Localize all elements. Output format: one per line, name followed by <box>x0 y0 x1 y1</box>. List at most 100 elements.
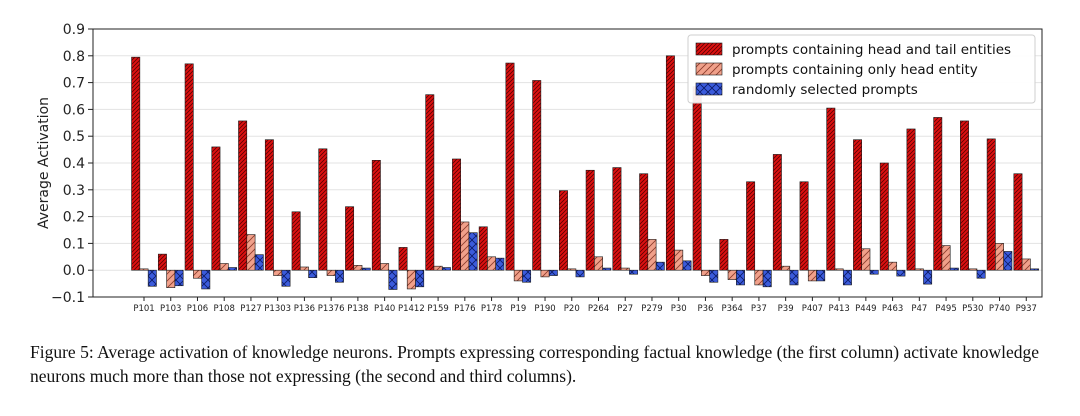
bar-P159-series-3 <box>441 267 451 271</box>
bar-P36-series-2 <box>700 269 710 276</box>
bar-P140-series-1 <box>371 160 381 271</box>
bar-P463-series-1 <box>879 162 889 271</box>
bar-P1412-series-3 <box>415 269 425 288</box>
bar-P176-series-1 <box>452 158 461 271</box>
bar-P1303-series-3 <box>281 269 291 287</box>
bar-P937-series-1 <box>1013 173 1023 271</box>
bar-P127-series-1 <box>238 120 248 271</box>
bar-P30-series-2 <box>674 249 684 271</box>
bar-P27-series-2 <box>620 267 630 271</box>
bar-P138-series-3 <box>361 267 371 271</box>
bar-P30-series-1 <box>665 55 675 271</box>
bar-P190-series-3 <box>548 269 558 276</box>
y-tick-label: 0.7 <box>63 76 85 92</box>
bar-P37-series-2 <box>754 269 764 286</box>
bar-P108-series-3 <box>228 267 237 271</box>
bar-P1376-series-3 <box>334 269 344 283</box>
bar-P103-series-2 <box>166 269 176 288</box>
bar-P1303-series-1 <box>264 139 274 271</box>
x-tick-label: P39 <box>778 304 794 314</box>
legend-label: randomly selected prompts <box>732 82 918 98</box>
x-tick-label: P20 <box>564 304 580 314</box>
x-tick-label: P136 <box>294 304 315 314</box>
bar-P127-series-3 <box>254 254 264 271</box>
x-tick-label: P413 <box>828 304 849 314</box>
bar-P364-series-2 <box>727 269 737 280</box>
x-tick-label: P138 <box>347 304 368 314</box>
bar-P19-series-2 <box>513 269 523 282</box>
x-tick-label: P740 <box>989 304 1010 314</box>
bar-P178-series-3 <box>495 257 505 271</box>
bar-P101-series-1 <box>131 56 141 271</box>
bar-P20-series-2 <box>567 268 577 271</box>
bar-P407-series-1 <box>799 181 809 271</box>
bars <box>131 55 1040 290</box>
x-tick-label: P127 <box>240 304 261 314</box>
bar-P176-series-2 <box>460 221 470 271</box>
bar-P36-series-3 <box>709 269 719 283</box>
bar-P176-series-3 <box>468 232 478 271</box>
bar-P1376-series-2 <box>326 269 336 276</box>
legend-label: prompts containing head and tail entitie… <box>732 42 1011 58</box>
x-tick-label: P1376 <box>318 304 345 314</box>
bar-P279-series-3 <box>655 261 665 271</box>
y-tick-label: 0.0 <box>63 263 85 279</box>
y-tick-label: −0.1 <box>51 290 85 306</box>
bar-P103-series-1 <box>157 253 167 271</box>
x-tick-label: P463 <box>882 304 903 314</box>
bar-P101-series-2 <box>139 268 149 271</box>
bar-P264-series-3 <box>602 267 612 271</box>
bar-P740-series-1 <box>986 138 996 271</box>
bar-P364-series-3 <box>736 269 745 286</box>
bar-P1376-series-1 <box>318 148 328 271</box>
bar-P530-series-2 <box>968 268 978 271</box>
x-tick-label: P140 <box>374 304 395 314</box>
legend-label: prompts containing only head entity <box>732 62 978 78</box>
bar-P413-series-2 <box>834 268 844 271</box>
bar-P1412-series-1 <box>398 247 408 271</box>
bar-P190-series-1 <box>532 80 542 271</box>
bar-P37-series-1 <box>746 181 756 271</box>
legend-swatch <box>695 62 723 76</box>
bar-P407-series-3 <box>816 269 826 282</box>
bar-P178-series-2 <box>487 256 497 271</box>
bar-P20-series-3 <box>575 269 585 278</box>
bar-P27-series-1 <box>612 167 622 271</box>
bar-P47-series-2 <box>914 268 924 271</box>
x-tick-label: P47 <box>911 304 927 314</box>
bar-P364-series-1 <box>719 239 729 271</box>
x-tick-label: P30 <box>671 304 687 314</box>
bar-P39-series-3 <box>789 269 799 286</box>
bar-P103-series-3 <box>174 269 184 287</box>
plot-frame <box>92 28 1043 298</box>
x-tick-label: P37 <box>751 304 767 314</box>
bar-P178-series-1 <box>478 226 488 271</box>
bar-P20-series-1 <box>559 190 568 271</box>
bar-chart: −0.1 0.0 0.1 0.2 0.3 0.4 0.5 0.6 0.7 0.8 0.9 P101 P1… <box>36 22 1043 314</box>
bar-P530-series-1 <box>960 120 969 271</box>
x-tick-label: P1303 <box>264 304 291 314</box>
bar-P937-series-3 <box>1030 268 1040 271</box>
bar-P108-series-2 <box>219 263 229 271</box>
bar-P138-series-1 <box>345 206 355 271</box>
bar-P36-series-1 <box>692 86 702 271</box>
bar-P30-series-3 <box>682 260 692 271</box>
bar-P190-series-2 <box>540 269 550 278</box>
bar-P47-series-3 <box>923 269 933 285</box>
bar-P140-series-2 <box>380 263 390 271</box>
bar-P47-series-1 <box>906 128 916 271</box>
bar-P279-series-2 <box>647 239 657 271</box>
y-tick-label: 0.9 <box>63 22 85 38</box>
y-tick-label: 0.2 <box>63 210 85 226</box>
bar-P37-series-3 <box>762 269 772 288</box>
bar-P106-series-1 <box>184 63 194 271</box>
x-tick-label: P106 <box>187 304 208 314</box>
legend-swatch <box>695 42 723 56</box>
y-tick-label: 0.1 <box>63 236 85 252</box>
bar-P101-series-3 <box>147 269 157 287</box>
x-tick-label: P159 <box>427 304 448 314</box>
x-tick-label: P103 <box>160 304 181 314</box>
bar-P740-series-3 <box>1003 251 1013 271</box>
y-axis-label: Average Activation <box>36 97 52 229</box>
x-tick-label: P449 <box>855 304 876 314</box>
